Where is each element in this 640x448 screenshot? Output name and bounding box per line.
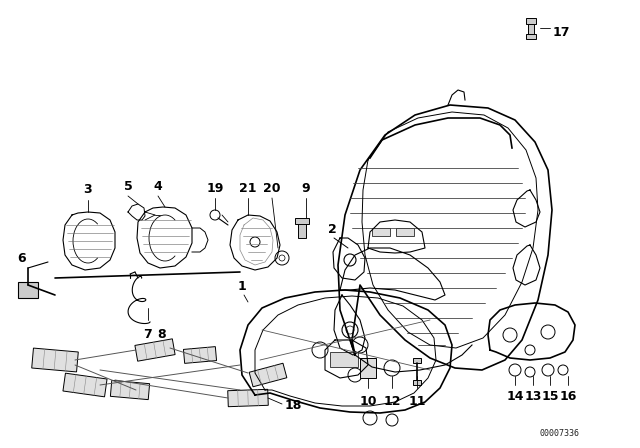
- Polygon shape: [110, 380, 150, 400]
- Bar: [528, 24, 534, 34]
- Bar: [526, 18, 536, 24]
- Bar: [413, 358, 421, 363]
- Text: 1: 1: [237, 280, 246, 293]
- Polygon shape: [63, 373, 107, 397]
- Text: 15: 15: [541, 390, 559, 403]
- Text: 17: 17: [553, 26, 570, 39]
- Bar: [413, 380, 421, 385]
- Text: 12: 12: [383, 395, 401, 408]
- Text: 10: 10: [359, 395, 377, 408]
- Text: 21: 21: [239, 182, 257, 195]
- Polygon shape: [135, 339, 175, 361]
- Bar: [18, 282, 38, 298]
- Text: 16: 16: [559, 390, 577, 403]
- Text: 2: 2: [328, 223, 337, 236]
- Bar: [372, 228, 390, 236]
- Text: 00007336: 00007336: [540, 429, 580, 438]
- Text: 14: 14: [506, 390, 524, 403]
- Bar: [298, 220, 306, 238]
- Text: 18: 18: [285, 399, 302, 412]
- Text: 19: 19: [206, 182, 224, 195]
- Text: 4: 4: [154, 180, 163, 193]
- Bar: [526, 34, 536, 39]
- Bar: [360, 358, 376, 378]
- Polygon shape: [32, 348, 78, 372]
- Polygon shape: [184, 347, 216, 363]
- Text: 20: 20: [263, 182, 281, 195]
- Bar: [330, 352, 358, 367]
- Polygon shape: [249, 363, 287, 387]
- Text: 3: 3: [84, 183, 92, 196]
- Text: 6: 6: [18, 252, 26, 265]
- Text: 7: 7: [143, 328, 152, 341]
- Text: 8: 8: [157, 328, 166, 341]
- Text: 5: 5: [124, 180, 132, 193]
- Text: 13: 13: [524, 390, 541, 403]
- Bar: [295, 218, 309, 224]
- Polygon shape: [228, 389, 268, 407]
- Bar: [396, 228, 414, 236]
- Text: 11: 11: [408, 395, 426, 408]
- Text: 9: 9: [301, 182, 310, 195]
